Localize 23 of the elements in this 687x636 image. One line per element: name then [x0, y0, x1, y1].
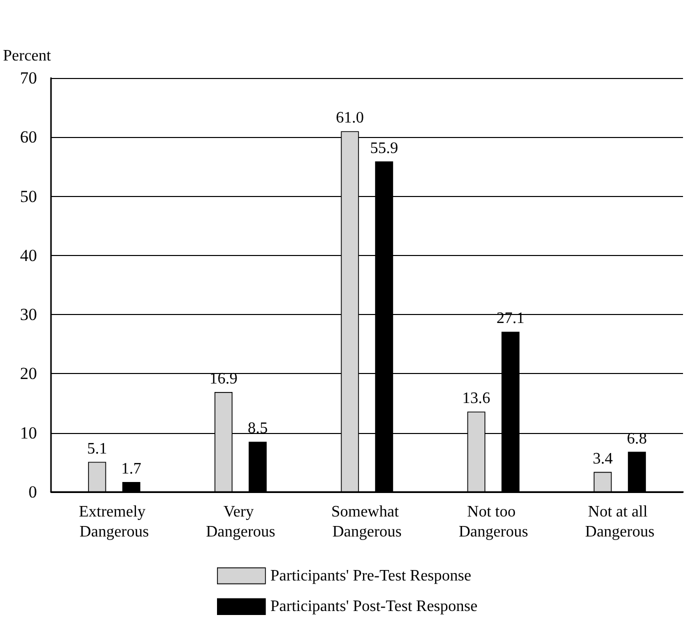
text: 55.9 [370, 140, 398, 157]
text: 5.1 [87, 440, 108, 458]
x-tick-label: Extremely Dangerous [78, 504, 150, 540]
y-tick-label: 40 [20, 246, 37, 265]
y-tick-label: 10 [20, 423, 37, 442]
text: 13.6 [462, 390, 490, 408]
y-tick-label: 0 [28, 482, 37, 502]
text: 8.5 [248, 420, 268, 438]
x-tick-label: Very Dangerous [206, 504, 276, 540]
text: 3.4 [592, 450, 613, 468]
x-tick-label: Somewhat Dangerous [331, 504, 403, 540]
text: 1.7 [121, 460, 142, 478]
y-tick-label: 20 [20, 364, 37, 384]
y-tick-label: 60 [20, 128, 37, 147]
y-tick-label: 70 [20, 68, 37, 88]
y-tick-label: 50 [20, 186, 37, 206]
x-tick-label: Not at all Dangerous [585, 504, 654, 540]
y-tick-label: 30 [20, 305, 37, 324]
x-tick-label: Not too Dangerous [458, 504, 528, 540]
legend-label: Participants' Post-Test Response [270, 598, 478, 616]
text: 61.0 [336, 110, 364, 127]
y-axis-title: Percent [3, 48, 52, 64]
legend-label: Participants' Pre-Test Response [270, 567, 472, 584]
